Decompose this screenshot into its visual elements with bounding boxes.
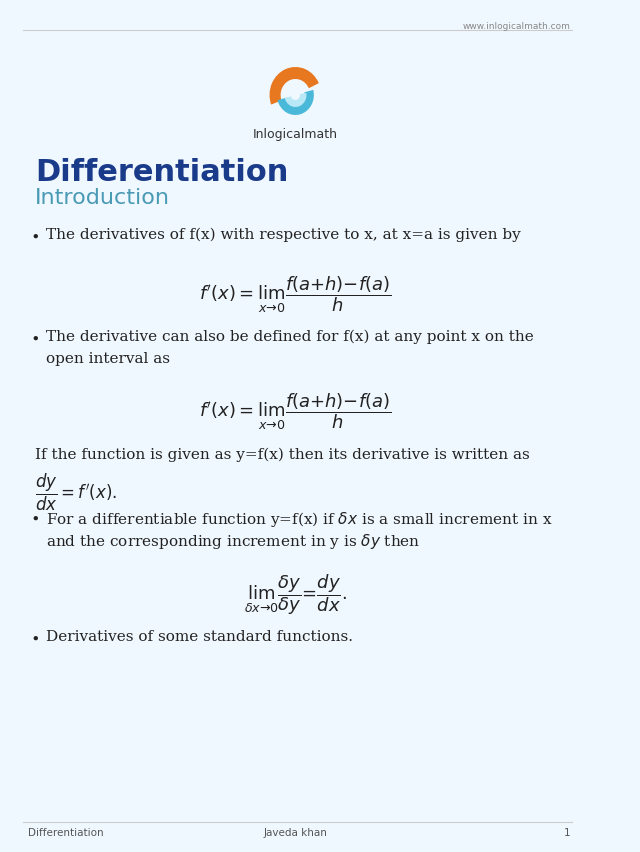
Text: $f'(x) = \lim_{x \to 0} \dfrac{f(a + h) - f(a)}{h}$: $f'(x) = \lim_{x \to 0} \dfrac{f(a + h) …: [199, 392, 392, 432]
Text: $\bullet$: $\bullet$: [29, 630, 38, 645]
Text: open interval as: open interval as: [46, 352, 170, 366]
Text: The derivative can also be defined for f(x) at any point x on the: The derivative can also be defined for f…: [46, 330, 534, 344]
Wedge shape: [285, 93, 307, 107]
Text: Introduction: Introduction: [35, 188, 170, 208]
Wedge shape: [269, 67, 319, 105]
Wedge shape: [278, 89, 314, 115]
Text: $\bullet$: $\bullet$: [29, 228, 38, 243]
Text: Inlogicalmath: Inlogicalmath: [253, 128, 338, 141]
Text: Differentiation: Differentiation: [28, 828, 103, 838]
Text: $\dfrac{dy}{dx} = f^{\prime}(x).$: $\dfrac{dy}{dx} = f^{\prime}(x).$: [35, 472, 117, 513]
Text: $f'(x) = \lim_{x \to 0} \dfrac{f(a + h) - f(a)}{h}$: $f'(x) = \lim_{x \to 0} \dfrac{f(a + h) …: [199, 275, 392, 315]
Text: Differentiation: Differentiation: [35, 158, 289, 187]
Text: If the function is given as y=f(x) then its derivative is written as: If the function is given as y=f(x) then …: [35, 448, 530, 463]
Text: www.inlogicalmath.com: www.inlogicalmath.com: [463, 22, 570, 31]
Text: and the corresponding increment in y is $\delta y$ then: and the corresponding increment in y is …: [46, 532, 420, 551]
Text: $\bullet$: $\bullet$: [29, 330, 38, 345]
Text: Derivatives of some standard functions.: Derivatives of some standard functions.: [46, 630, 353, 644]
Text: Javeda khan: Javeda khan: [264, 828, 327, 838]
Text: 1: 1: [564, 828, 570, 838]
Text: $\lim_{\delta x \to 0} \dfrac{\delta y}{\delta y} = \dfrac{dy}{dx}.$: $\lim_{\delta x \to 0} \dfrac{\delta y}{…: [244, 572, 347, 617]
Text: The derivatives of f(x) with respective to x, at x=a is given by: The derivatives of f(x) with respective …: [46, 228, 521, 242]
Text: For a differentiable function y=f(x) if $\delta x$ is a small increment in x: For a differentiable function y=f(x) if …: [46, 510, 552, 529]
Text: $\bullet$: $\bullet$: [29, 510, 38, 525]
